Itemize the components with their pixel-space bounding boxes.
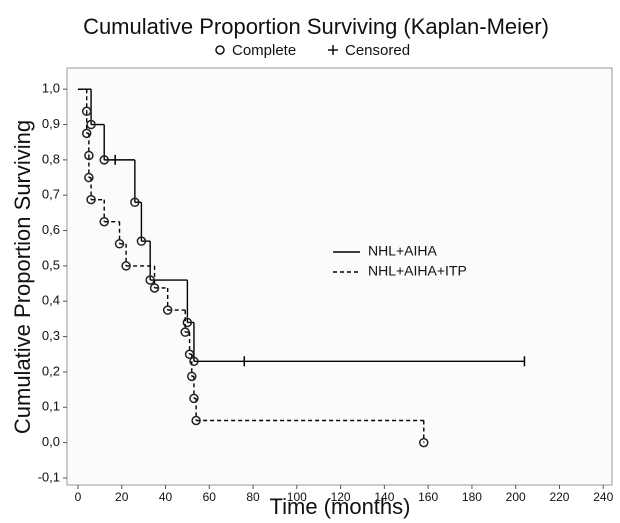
- event-marker: [81, 106, 92, 117]
- x-tick-label: 160: [418, 490, 438, 504]
- event-marker: [86, 194, 96, 205]
- x-tick-label: 180: [462, 490, 482, 504]
- y-tick-label: 0,2: [42, 363, 60, 378]
- y-axis-label: Cumulative Proportion Surviving: [10, 120, 35, 434]
- event-marker: [99, 155, 109, 165]
- event-marker: [189, 393, 199, 404]
- event-marker: [84, 172, 94, 183]
- event-marker: [121, 261, 131, 271]
- y-tick-label: 0,5: [42, 257, 60, 272]
- marker-key-label: Censored: [345, 42, 410, 59]
- marker-key-label: Complete: [232, 42, 296, 59]
- chart-title: Cumulative Proportion Surviving (Kaplan-…: [83, 14, 549, 39]
- event-marker: [162, 305, 173, 315]
- event-marker: [99, 216, 109, 227]
- y-tick-label: -0,1: [38, 469, 60, 484]
- x-tick-label: 40: [159, 490, 173, 504]
- x-tick-label: 120: [331, 490, 351, 504]
- y-tick-label: 0,4: [42, 293, 60, 308]
- y-tick-label: 0,7: [42, 187, 60, 202]
- x-tick-label: 20: [115, 490, 129, 504]
- event-marker: [149, 283, 160, 293]
- x-tick-label: 220: [549, 490, 569, 504]
- event-marker: [81, 128, 92, 139]
- y-tick-label: 0,8: [42, 151, 60, 166]
- event-marker: [84, 150, 94, 161]
- event-marker: [182, 317, 193, 328]
- event-marker: [191, 415, 201, 426]
- x-tick-label: 100: [287, 490, 307, 504]
- marker-key-symbol: [215, 45, 225, 55]
- x-tick-label: 240: [593, 490, 613, 504]
- plot-area: [66, 67, 613, 486]
- event-marker: [184, 349, 195, 359]
- event-marker: [114, 239, 125, 249]
- x-tick-label: 200: [506, 490, 526, 504]
- y-tick-label: 0,1: [42, 399, 60, 414]
- event-marker: [180, 327, 190, 337]
- y-tick-label: 0,3: [42, 328, 60, 343]
- x-tick-label: 140: [374, 490, 394, 504]
- x-axis-label: Time (months): [270, 494, 411, 519]
- event-marker: [136, 236, 147, 246]
- legend-label: NHL+AIHA+ITP: [368, 263, 467, 279]
- event-marker: [86, 119, 96, 130]
- y-tick-label: 1,0: [42, 81, 60, 96]
- y-tick-label: 0,9: [42, 116, 60, 131]
- event-marker: [130, 197, 140, 208]
- x-tick-label: 80: [246, 490, 260, 504]
- event-marker: [419, 437, 429, 448]
- legend-label: NHL+AIHA: [368, 243, 438, 259]
- y-tick-label: 0,6: [42, 222, 60, 237]
- event-marker: [187, 371, 197, 382]
- event-marker: [189, 356, 199, 367]
- x-tick-label: 0: [75, 490, 82, 504]
- y-tick-label: 0,0: [42, 434, 60, 449]
- x-tick-label: 60: [203, 490, 217, 504]
